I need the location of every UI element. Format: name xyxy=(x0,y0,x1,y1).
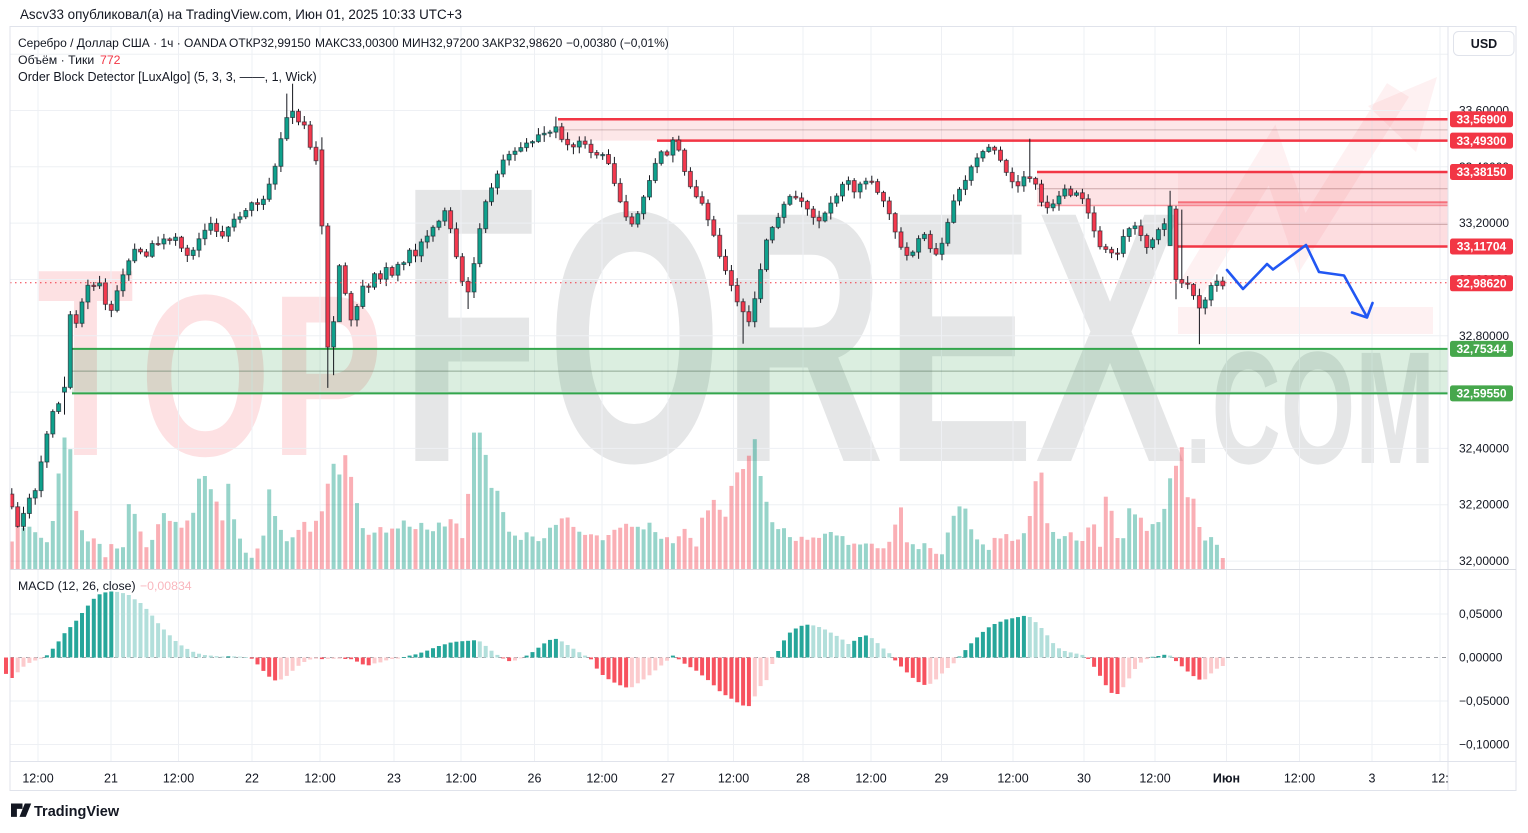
svg-text:USD: USD xyxy=(1471,37,1497,51)
svg-text:32,40000: 32,40000 xyxy=(1459,441,1509,455)
svg-text:12:00: 12:00 xyxy=(304,772,335,786)
svg-text:32,00000: 32,00000 xyxy=(1459,554,1509,568)
svg-text:33,20000: 33,20000 xyxy=(1459,216,1509,230)
svg-text:F: F xyxy=(400,105,540,545)
svg-text:Order Block Detector [LuxAlgo]: Order Block Detector [LuxAlgo] (5, 3, 3,… xyxy=(18,70,317,84)
svg-text:26: 26 xyxy=(528,772,542,786)
svg-text:23: 23 xyxy=(387,772,401,786)
svg-text:−0,10000: −0,10000 xyxy=(1459,738,1510,752)
svg-text:12:00: 12:00 xyxy=(718,772,749,786)
svg-text:32,75344: 32,75344 xyxy=(1456,342,1506,356)
svg-text:0,05000: 0,05000 xyxy=(1459,607,1503,621)
svg-text:MACD (12, 26, close): MACD (12, 26, close) xyxy=(18,579,136,593)
svg-text:TradingView: TradingView xyxy=(34,804,120,820)
svg-text:Серебро / Доллар США · 1ч · OA: Серебро / Доллар США · 1ч · OANDA xyxy=(18,36,227,50)
svg-text:−0,05000: −0,05000 xyxy=(1459,694,1510,708)
svg-text:.COM: .COM xyxy=(1185,318,1435,497)
svg-text:12:00: 12:00 xyxy=(22,772,53,786)
svg-text:772: 772 xyxy=(100,53,121,67)
svg-text:21: 21 xyxy=(104,772,118,786)
svg-text:ЗАКР32,98620: ЗАКР32,98620 xyxy=(482,36,563,50)
svg-text:OREX: OREX xyxy=(547,137,1186,537)
svg-text:33,49300: 33,49300 xyxy=(1456,134,1506,148)
svg-text:−0,00834: −0,00834 xyxy=(140,579,192,593)
svg-text:0,00000: 0,00000 xyxy=(1459,651,1503,665)
svg-text:Июн: Июн xyxy=(1213,772,1240,786)
svg-text:T: T xyxy=(37,213,134,512)
svg-text:МАКС33,00300: МАКС33,00300 xyxy=(315,36,399,50)
svg-text:12:: 12: xyxy=(1431,772,1448,786)
svg-text:12:00: 12:00 xyxy=(997,772,1028,786)
svg-text:12:00: 12:00 xyxy=(163,772,194,786)
svg-text:33,11704: 33,11704 xyxy=(1457,240,1507,254)
svg-text:12:00: 12:00 xyxy=(1139,772,1170,786)
svg-text:3: 3 xyxy=(1369,772,1376,786)
svg-text:OP: OP xyxy=(140,247,383,504)
svg-text:Ascv33 опубликовал(а) на Tradi: Ascv33 опубликовал(а) на TradingView.com… xyxy=(20,7,462,22)
svg-text:−0,00380 (−0,01%): −0,00380 (−0,01%) xyxy=(566,36,669,50)
svg-text:33,38150: 33,38150 xyxy=(1456,165,1506,179)
svg-text:32,80000: 32,80000 xyxy=(1459,329,1509,343)
svg-text:32,59550: 32,59550 xyxy=(1456,387,1506,401)
svg-text:32,98620: 32,98620 xyxy=(1456,277,1506,291)
svg-text:27: 27 xyxy=(661,772,675,786)
svg-text:33,56900: 33,56900 xyxy=(1456,112,1506,126)
svg-text:12:00: 12:00 xyxy=(586,772,617,786)
svg-text:28: 28 xyxy=(796,772,810,786)
svg-text:30: 30 xyxy=(1077,772,1091,786)
svg-text:32,20000: 32,20000 xyxy=(1459,498,1509,512)
svg-text:Объём · Тики: Объём · Тики xyxy=(18,53,94,67)
svg-text:12:00: 12:00 xyxy=(1284,772,1315,786)
svg-text:29: 29 xyxy=(935,772,949,786)
svg-text:ОТКР32,99150: ОТКР32,99150 xyxy=(229,36,311,50)
svg-text:12:00: 12:00 xyxy=(445,772,476,786)
svg-text:12:00: 12:00 xyxy=(855,772,886,786)
svg-text:МИН32,97200: МИН32,97200 xyxy=(402,36,480,50)
svg-text:22: 22 xyxy=(245,772,259,786)
